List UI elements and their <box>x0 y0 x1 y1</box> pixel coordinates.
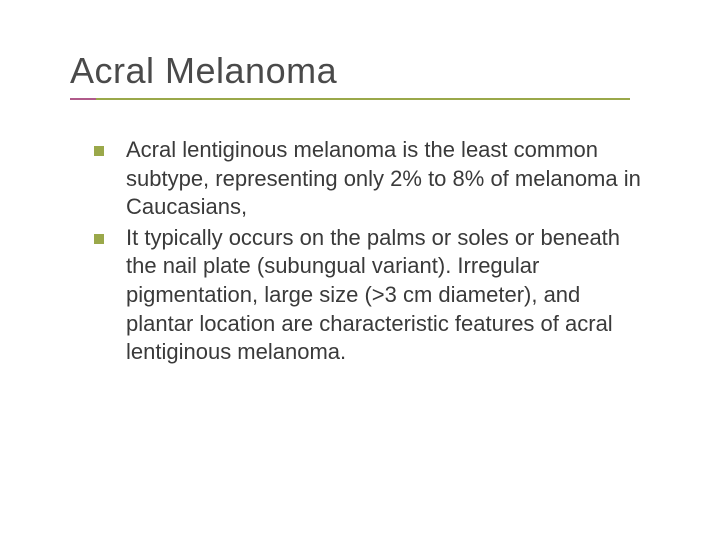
square-bullet-icon <box>94 146 104 156</box>
content-area: Acral lentiginous melanoma is the least … <box>70 110 680 367</box>
slide-container: Acral Melanoma Acral lentiginous melanom… <box>0 0 720 540</box>
title-underline <box>70 98 630 100</box>
list-item: It typically occurs on the palms or sole… <box>94 224 680 367</box>
square-bullet-icon <box>94 234 104 244</box>
underline-accent <box>70 98 96 100</box>
underline-primary <box>70 98 630 100</box>
list-item: Acral lentiginous melanoma is the least … <box>94 136 680 222</box>
bullet-text: It typically occurs on the palms or sole… <box>126 224 646 367</box>
title-section: Acral Melanoma <box>70 50 680 100</box>
slide-title: Acral Melanoma <box>70 50 680 92</box>
bullet-text: Acral lentiginous melanoma is the least … <box>126 136 646 222</box>
